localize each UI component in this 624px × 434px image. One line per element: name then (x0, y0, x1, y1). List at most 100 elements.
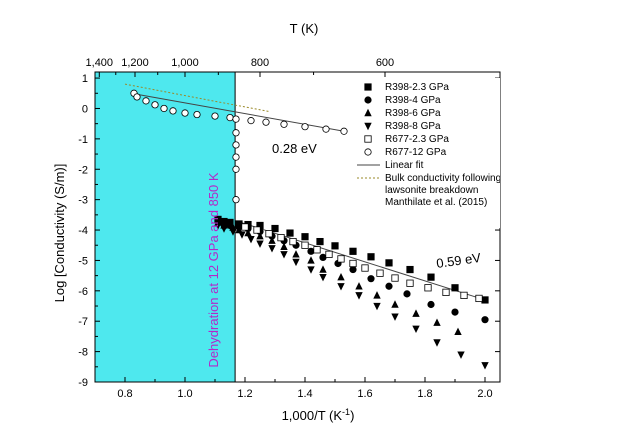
data-point-r677-12 (232, 115, 240, 123)
data-point-r398-8 (481, 362, 489, 370)
data-point-r677-12 (226, 113, 234, 122)
legend-label: R398-6 GPa (385, 108, 441, 119)
data-point-r398-8 (292, 258, 300, 267)
data-point-r398-8 (280, 251, 288, 259)
data-point-r677-2-3 (424, 284, 432, 292)
data-point-r677-2-3 (376, 269, 384, 277)
data-point-r398-8 (229, 228, 237, 236)
data-point-r677-12 (322, 125, 330, 133)
data-point-r677-2-3 (460, 291, 468, 299)
data-point-r398-8 (256, 240, 264, 248)
x-tick-label: 1.4 (297, 388, 312, 400)
data-point-r398-4 (403, 290, 411, 298)
data-point-r677-2-3 (277, 234, 285, 242)
data-point-r677-12 (142, 97, 150, 105)
data-point-r398-8 (433, 339, 441, 347)
y-tick-label: -5 (78, 255, 88, 267)
data-point-r398-4 (319, 253, 327, 261)
data-point-r677-12 (181, 109, 189, 117)
data-point-r677-12 (232, 165, 240, 173)
data-point-r398-6 (454, 327, 462, 336)
x-axis-title-superscript: -1 (342, 407, 350, 417)
legend-label: R398-4 GPa (385, 95, 441, 106)
data-point-r677-12 (169, 107, 177, 115)
legend-label: R677-12 GPa (385, 147, 447, 158)
data-point-r398-8 (457, 351, 465, 359)
data-point-r398-4 (367, 275, 375, 283)
data-point-r677-12 (133, 93, 141, 101)
data-point-r398-6 (355, 282, 363, 290)
data-point-r398-6 (412, 309, 420, 317)
legend: R398-2.3 GPa R398-4 GPa R398-6 GPa R398-8 G… (355, 78, 501, 228)
data-point-r677-12 (151, 101, 159, 109)
data-point-r677-2-3 (301, 241, 309, 249)
data-point-r398-8 (355, 292, 363, 300)
data-point-r677-12 (301, 123, 309, 131)
legend-label: R398-8 GPa (385, 121, 441, 132)
data-point-r677-2-3 (475, 294, 483, 303)
x-axis-title: 1,000/T (K-1) (282, 407, 355, 423)
legend-marker (364, 108, 372, 117)
data-point-r677-12 (232, 129, 240, 137)
data-point-r398-6 (337, 272, 345, 281)
top-tick-label: 1,000 (171, 57, 199, 69)
data-point-r677-2-3 (406, 279, 414, 287)
data-point-r398-8 (373, 302, 381, 311)
data-point-r398-6 (256, 231, 264, 240)
data-point-r398-2-3 (481, 296, 489, 304)
legend-label: Manthilate et al. (2015) (385, 197, 487, 208)
data-point-r677-2-3 (361, 264, 369, 272)
data-point-r398-4 (481, 316, 489, 324)
x-tick-label: 1.2 (237, 388, 252, 400)
y-tick-label: -2 (78, 164, 88, 176)
data-point-r398-2-3 (406, 265, 414, 274)
y-tick-label: -7 (78, 316, 88, 328)
y-tick-label: -6 (78, 286, 88, 298)
data-point-r677-12 (247, 117, 255, 125)
data-point-r677-12 (262, 118, 270, 126)
data-point-r398-4 (385, 282, 393, 290)
data-point-r677-2-3 (265, 230, 273, 238)
legend-label: Bulk conductivity following (385, 173, 501, 184)
data-point-r398-2-3 (271, 224, 279, 233)
data-point-r677-12 (232, 141, 240, 149)
y-axis-title: Log [Conductivity (S/m)] (52, 164, 67, 303)
data-point-r677-2-3 (241, 223, 249, 231)
legend-background (355, 78, 500, 228)
data-point-r677-2-3 (391, 274, 399, 282)
linear-fit-line (130, 92, 345, 132)
data-point-r398-2-3 (316, 237, 324, 246)
data-point-r677-2-3 (325, 250, 333, 258)
data-point-r398-2-3 (385, 259, 393, 267)
data-point-r398-4 (349, 265, 357, 274)
data-point-r398-2-3 (301, 233, 309, 241)
data-point-r398-6 (373, 291, 381, 299)
data-point-r677-2-3 (289, 237, 297, 246)
data-point-r398-6 (292, 250, 300, 258)
data-point-r677-12 (280, 120, 288, 128)
data-point-r398-2-3 (427, 273, 435, 281)
data-point-r398-2-3 (451, 284, 459, 292)
data-point-r398-6 (391, 300, 399, 308)
data-point-r398-2-3 (349, 247, 357, 255)
data-point-r398-4 (451, 308, 459, 316)
data-point-r398-8 (247, 235, 255, 244)
data-point-r398-6 (244, 228, 252, 237)
data-point-r677-12 (232, 153, 240, 161)
top-tick-label: 800 (251, 57, 269, 69)
legend-label: R677-2.3 GPa (385, 134, 449, 145)
bulk-conductivity-line (124, 83, 270, 113)
data-point-r398-8 (307, 266, 315, 274)
data-point-r398-2-3 (367, 253, 375, 261)
data-point-r677-12 (160, 104, 168, 113)
data-point-r398-6 (280, 242, 288, 250)
data-point-r398-8 (268, 245, 276, 253)
legend-marker (364, 135, 372, 143)
data-point-r398-6 (433, 318, 441, 326)
data-point-r677-12 (193, 110, 201, 119)
legend-marker (364, 83, 372, 91)
data-point-r398-6 (307, 256, 315, 264)
legend-label: Linear fit (385, 160, 424, 171)
data-point-r398-6 (319, 265, 327, 273)
